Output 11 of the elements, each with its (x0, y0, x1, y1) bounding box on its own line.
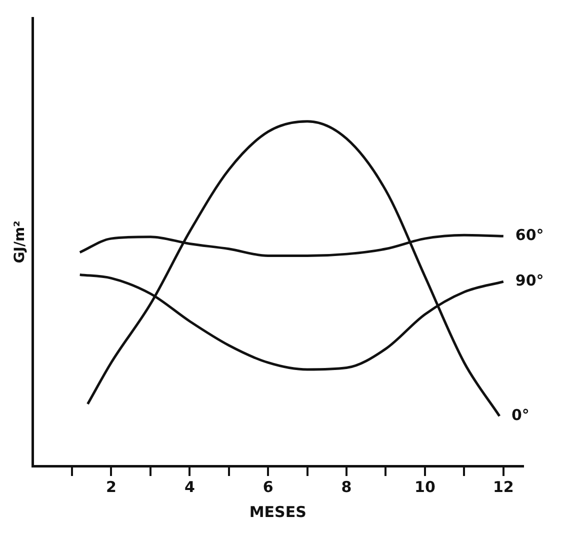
x-tick-label: 10 (414, 478, 436, 496)
x-tick-label: 6 (262, 478, 274, 496)
x-tick-label: 4 (184, 478, 195, 496)
x-tick-label: 12 (492, 478, 514, 496)
series-label: 0° (511, 406, 530, 424)
x-tick-label: 8 (341, 478, 352, 496)
x-axis-title: MESES (249, 502, 306, 521)
y-axis-title: GJ/m² (12, 220, 28, 264)
series-label: 60° (515, 226, 544, 244)
series-label: 90° (515, 272, 544, 290)
x-tick-label: 2 (106, 478, 116, 496)
